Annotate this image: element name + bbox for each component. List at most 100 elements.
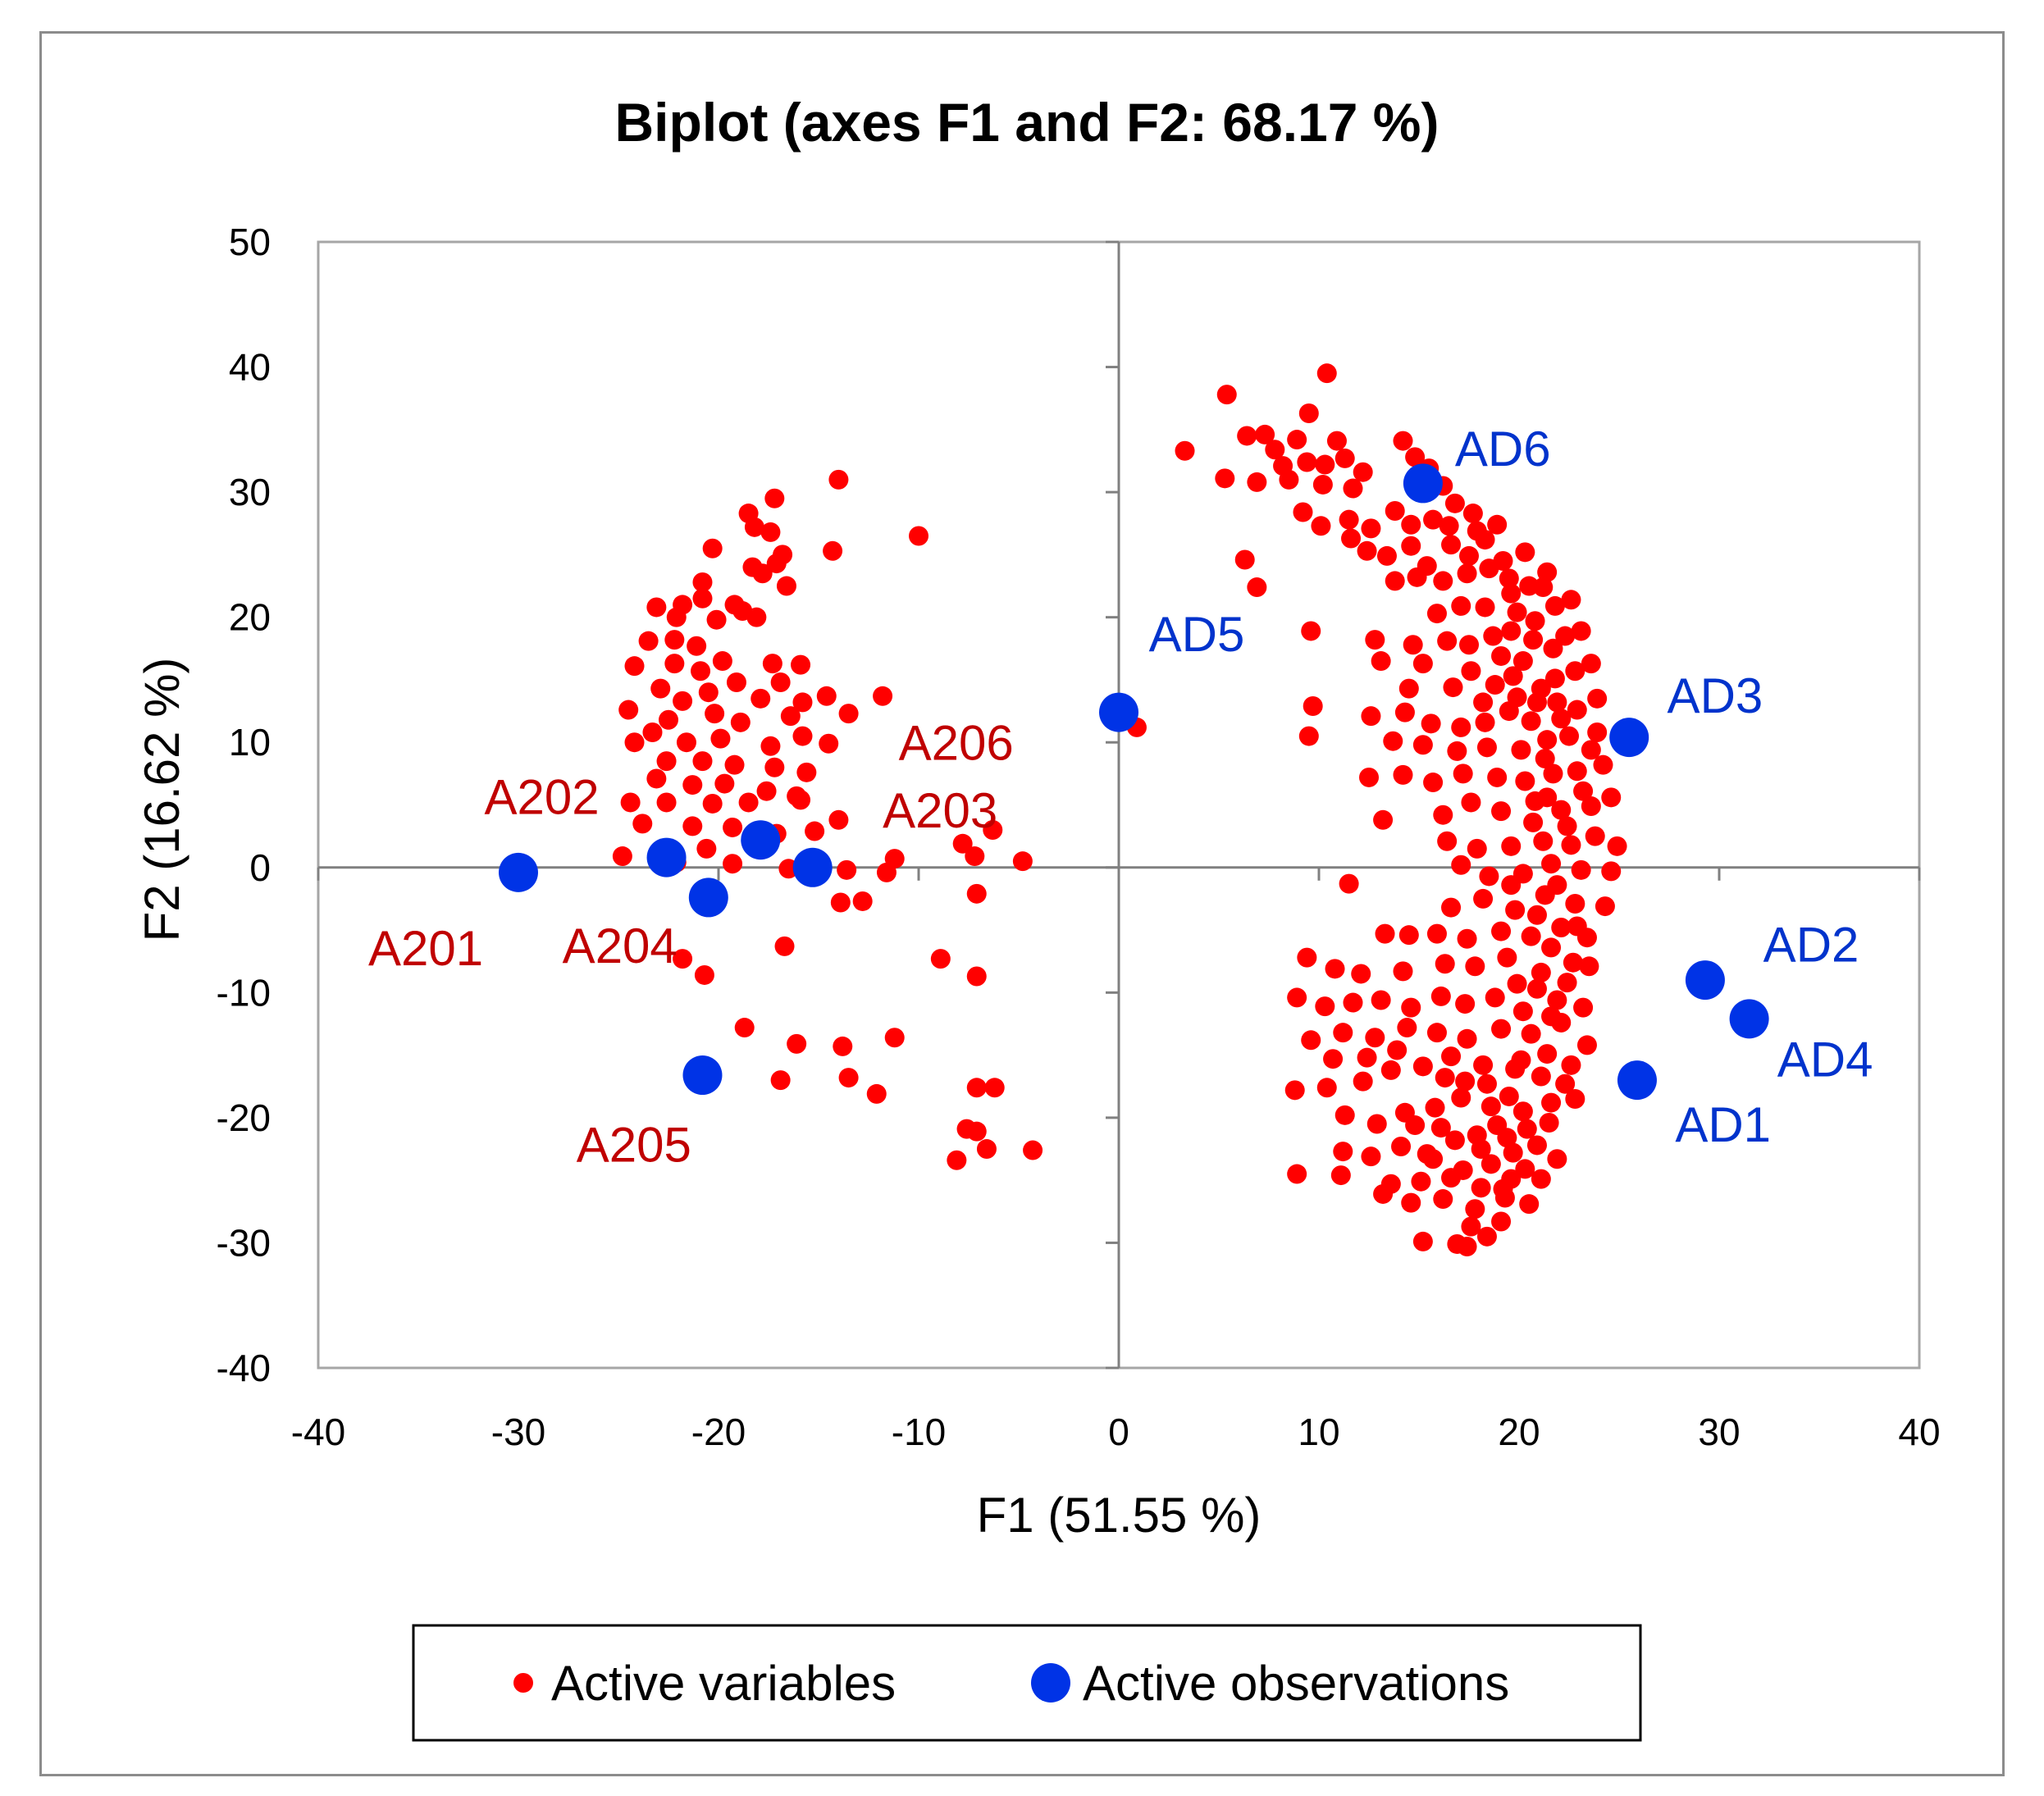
variable-point — [1405, 1115, 1426, 1136]
variable-point — [1376, 545, 1397, 566]
variable-point — [714, 773, 735, 794]
variable-point — [1335, 1105, 1355, 1125]
observation-point — [1685, 960, 1725, 1001]
point-label-ad2: AD2 — [1763, 917, 1859, 972]
variable-point — [796, 762, 817, 782]
variable-point — [805, 821, 825, 841]
variable-point — [1503, 1142, 1523, 1163]
variable-point — [1537, 562, 1558, 582]
variable-point — [1481, 1154, 1501, 1174]
variable-point — [1175, 440, 1195, 461]
variable-point — [764, 757, 785, 777]
variable-point — [1467, 521, 1487, 541]
variable-point — [1487, 1115, 1508, 1136]
variable-point — [1481, 1096, 1501, 1117]
variable-point — [1412, 1056, 1433, 1077]
variable-point — [673, 691, 693, 711]
variable-point — [673, 949, 693, 969]
variable-point — [1361, 706, 1381, 727]
variable-point — [752, 563, 773, 584]
variable-point — [1461, 1216, 1481, 1237]
variable-point — [682, 775, 703, 795]
variable-point — [620, 792, 641, 813]
variable-point — [1439, 516, 1459, 536]
variable-point — [702, 538, 723, 558]
variable-point — [1462, 504, 1483, 524]
variable-point — [624, 732, 645, 753]
variable-point — [1501, 836, 1522, 856]
variable-point — [1507, 602, 1527, 622]
observation-point — [792, 847, 833, 887]
variable-point — [984, 1078, 1005, 1098]
variable-point — [1567, 700, 1587, 720]
variable-point — [1561, 590, 1581, 610]
variable-point — [1403, 635, 1423, 655]
variable-point — [656, 751, 677, 772]
variable-point — [723, 817, 743, 837]
variable-point — [780, 706, 801, 727]
variable-point — [1541, 1006, 1562, 1027]
variable-point — [1443, 677, 1463, 698]
variable-point — [1361, 1146, 1381, 1167]
variable-point — [1361, 518, 1381, 539]
variable-point — [726, 672, 746, 692]
variable-point — [966, 1121, 987, 1142]
variable-point — [1544, 668, 1565, 689]
variable-point — [1571, 859, 1591, 880]
variable-point — [1581, 654, 1601, 674]
variable-point — [1401, 1192, 1421, 1213]
variable-point — [1501, 621, 1522, 641]
point-label-a205: A205 — [577, 1117, 691, 1172]
variable-point — [770, 672, 791, 692]
variable-point — [1491, 1211, 1512, 1232]
variable-point — [1293, 502, 1313, 522]
variable-point — [1371, 990, 1391, 1010]
variable-point — [1543, 764, 1563, 784]
variable-point — [1531, 1066, 1551, 1087]
variable-point — [682, 816, 703, 836]
variable-point — [712, 651, 732, 672]
variable-point — [774, 936, 795, 956]
variable-point — [698, 682, 719, 703]
variable-point — [1571, 621, 1591, 641]
variable-point — [833, 1036, 853, 1056]
variable-point — [1247, 577, 1267, 598]
variable-point — [1333, 1142, 1353, 1162]
point-label-ad1: AD1 — [1675, 1097, 1771, 1152]
variable-point — [1451, 595, 1471, 616]
variable-point — [1465, 956, 1485, 977]
variable-point — [762, 654, 782, 674]
variable-point — [1297, 947, 1317, 968]
point-label-a203: A203 — [883, 783, 997, 838]
variable-point — [751, 688, 771, 709]
variable-point — [666, 607, 687, 627]
observation-point — [1403, 463, 1443, 504]
variable-point — [1423, 1149, 1444, 1169]
variable-point — [692, 751, 713, 772]
variable-point — [1541, 854, 1562, 874]
observation-point — [682, 1055, 723, 1096]
variable-point — [1353, 1071, 1373, 1092]
variable-point — [1451, 1087, 1471, 1108]
variable-point — [1425, 1097, 1445, 1118]
variable-point — [1423, 509, 1444, 530]
variable-point — [1365, 630, 1385, 650]
variable-point — [744, 517, 764, 537]
variable-point — [632, 814, 653, 834]
variable-point — [766, 554, 787, 574]
variable-point — [1435, 1068, 1455, 1088]
variable-point — [1581, 740, 1601, 760]
point-label-a206: A206 — [899, 716, 1014, 771]
variable-point — [1499, 1086, 1519, 1106]
variable-point — [1412, 654, 1433, 674]
variable-point — [1499, 568, 1519, 589]
point-label-a201: A201 — [368, 921, 483, 976]
legend: Active variables Active observations — [412, 1624, 1642, 1742]
variable-point — [1401, 514, 1421, 535]
variable-point — [1398, 925, 1419, 946]
variable-point — [1430, 986, 1451, 1006]
variable-point — [1311, 516, 1331, 536]
x-tick-label: -30 — [491, 1411, 545, 1453]
variable-point — [1563, 952, 1583, 973]
variable-point — [1397, 1018, 1417, 1038]
